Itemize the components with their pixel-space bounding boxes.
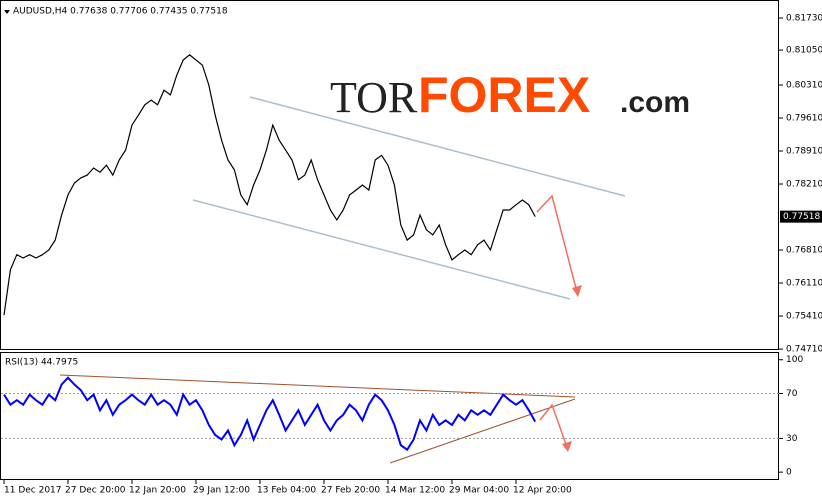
y-tick-label: 0.81730	[786, 14, 822, 24]
menu-arrow	[4, 10, 10, 14]
y-tick-label: 0.75410	[786, 312, 822, 322]
y-tick-label: 0.78910	[786, 147, 822, 157]
x-tick-label: 12 Apr 20:00	[513, 486, 572, 496]
y-tick-label: 0.76810	[786, 246, 822, 256]
x-tick-label: 29 Jan 12:00	[193, 486, 250, 496]
last-price-box	[780, 210, 822, 223]
rsi-trend-bottom	[389, 398, 576, 464]
rsi-arrow-head	[562, 441, 572, 452]
logo-main: FOREX	[418, 67, 590, 123]
forecast-arrow	[536, 194, 579, 297]
y-tick-label: 0.80310	[786, 80, 822, 90]
channel-bottom	[192, 199, 571, 300]
channel-top	[249, 96, 626, 197]
series-line	[3, 376, 537, 452]
rsi-title: RSI(13) 44.7975	[5, 358, 78, 368]
arrow-head	[572, 285, 582, 297]
y-tick-label: 0.76110	[786, 279, 822, 289]
logo-suffix: .com	[620, 86, 690, 119]
last-price-label: 0.77518	[783, 212, 820, 222]
y-tick-label: 100	[786, 355, 803, 365]
y-tick-label: 0.74710	[786, 345, 822, 355]
x-tick-label: 11 Dec 2017	[4, 486, 62, 496]
rsi-frame	[0, 352, 779, 480]
y-tick-label: 0.79610	[786, 114, 822, 124]
y-tick-label: 0	[786, 468, 792, 478]
rsi-forecast-arrow	[539, 403, 569, 451]
x-tick-label: 27 Feb 20:00	[321, 486, 380, 496]
y-tick-label: 0.78210	[786, 180, 822, 190]
series-line	[3, 54, 536, 316]
x-tick-label: 27 Dec 20:00	[65, 486, 126, 496]
x-tick-label: 14 Mar 12:00	[385, 486, 445, 496]
logo-prefix: TOR	[330, 73, 418, 122]
y-tick-label: 70	[786, 389, 798, 399]
x-tick-label: 12 Jan 20:00	[129, 486, 186, 496]
y-tick-label: 30	[786, 434, 798, 444]
price-frame	[0, 0, 779, 350]
x-tick-label: 29 Mar 04:00	[449, 486, 509, 496]
y-tick-label: 0.81050	[786, 46, 822, 56]
x-tick-label: 13 Feb 04:00	[257, 486, 316, 496]
price-title: AUDUSD,H4 0.77638 0.77706 0.77435 0.7751…	[13, 7, 228, 17]
